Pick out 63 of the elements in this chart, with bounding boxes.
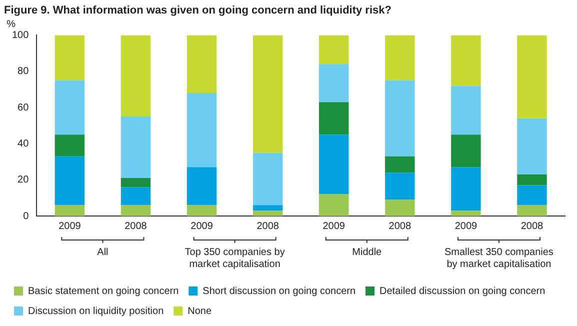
legend-label: Detailed discussion on going concern [380, 286, 546, 297]
y-tick-label: 40 [18, 138, 30, 150]
bar [186, 205, 217, 216]
y-tick-label: 0 [23, 210, 30, 222]
x-tick-label: 2008 [256, 220, 280, 232]
bar [252, 35, 283, 153]
bar [517, 205, 547, 216]
bar [186, 35, 217, 94]
y-axis-title: % [6, 18, 16, 30]
bar [319, 35, 349, 64]
bar [120, 187, 151, 206]
x-tick-label: 2009 [58, 220, 82, 232]
chart-title: Figure 9. What information was given on going concern and liquidity risk? [4, 4, 392, 17]
bar [120, 178, 151, 188]
x-tick-label: 2008 [520, 220, 544, 232]
bar [517, 185, 547, 206]
bar [120, 205, 151, 216]
bar [186, 93, 217, 168]
y-tick-label: 100 [12, 30, 30, 41]
bar [252, 210, 283, 216]
legend-label: Discussion on liquidity position [28, 306, 164, 317]
bar [54, 156, 85, 206]
y-tick-label: 20 [18, 174, 30, 186]
bar [54, 80, 85, 135]
bar [385, 35, 415, 80]
legend-label: None [188, 306, 212, 317]
bar [451, 35, 481, 86]
bar [385, 200, 415, 216]
x-tick-label: 2009 [190, 220, 214, 232]
bar [451, 167, 481, 211]
legend-label: Basic statement on going concern [28, 286, 179, 297]
bar [319, 102, 349, 135]
bar [385, 80, 415, 156]
bar [252, 205, 283, 211]
bar [517, 118, 547, 174]
y-tick-label: 60 [18, 102, 30, 114]
text: Smallest 350 companies by market capitalisation [444, 246, 554, 270]
bar [451, 134, 481, 168]
text: All [97, 246, 108, 258]
x-tick-label: 2009 [454, 220, 478, 232]
bar [120, 116, 151, 178]
x-tick-label: 2008 [388, 220, 412, 232]
bar [319, 64, 349, 102]
x-tick-label: 2008 [124, 220, 148, 232]
bar [54, 205, 85, 216]
bar [451, 86, 481, 135]
text: Middle [352, 246, 382, 258]
bar [120, 35, 151, 117]
bar [517, 174, 547, 186]
x-tick-label: 2009 [322, 220, 346, 232]
bar [319, 134, 349, 194]
bar [186, 167, 217, 206]
bar [517, 35, 547, 118]
bar [252, 152, 283, 206]
bar [54, 35, 85, 80]
bar [54, 134, 85, 156]
bar [451, 210, 481, 216]
legend-label: Short discussion on going concern [202, 286, 356, 297]
bar [319, 194, 349, 216]
text: Top 350 companies by market capitalisation [184, 246, 285, 270]
y-tick-label: 80 [18, 66, 30, 78]
bar [385, 172, 415, 200]
bar [385, 156, 415, 173]
